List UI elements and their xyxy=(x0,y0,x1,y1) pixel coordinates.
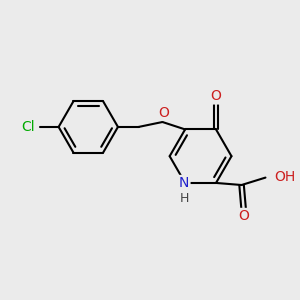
Text: O: O xyxy=(211,89,221,103)
Text: O: O xyxy=(158,106,169,120)
Text: N: N xyxy=(179,176,190,190)
Text: Cl: Cl xyxy=(21,120,34,134)
Text: H: H xyxy=(180,192,189,205)
Text: O: O xyxy=(238,209,249,223)
Text: OH: OH xyxy=(274,170,296,184)
